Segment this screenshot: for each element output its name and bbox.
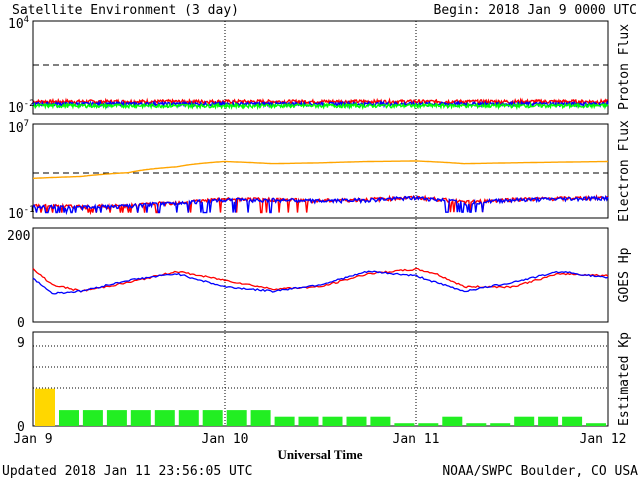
kp-ytick-bottom: 0 — [17, 420, 25, 435]
kp-bar — [490, 423, 511, 426]
hp-panel-frame — [32, 227, 609, 323]
hp-ytick-top: 200 — [7, 229, 30, 244]
electron-red-line — [32, 194, 609, 216]
kp-bar — [274, 416, 295, 426]
electron-blue-line — [32, 194, 609, 216]
begin-time: Begin: 2018 Jan 9 0000 UTC — [434, 3, 638, 18]
kp-bar — [250, 410, 271, 426]
proton-green-line — [33, 101, 609, 111]
kp-bar — [226, 410, 247, 426]
proton-series — [32, 97, 609, 111]
kp-bar — [322, 416, 343, 426]
xtick-jan9: Jan 9 — [13, 432, 52, 447]
xtick-jan10: Jan 10 — [202, 432, 249, 447]
kp-bars — [35, 388, 606, 426]
kp-bar — [346, 416, 367, 426]
kp-bar — [442, 416, 463, 426]
kp-bar — [418, 423, 439, 426]
kp-bar — [562, 416, 583, 426]
electron-ylabel: Electron Flux — [617, 120, 632, 222]
day-gridlines — [224, 21, 417, 426]
hp-red-line — [32, 267, 609, 293]
kp-bar — [178, 410, 199, 426]
kp-bar — [82, 410, 103, 426]
chart-title: Satellite Environment (3 day) — [12, 3, 239, 18]
hp-series — [32, 267, 609, 295]
kp-bar — [538, 416, 559, 426]
electron-ytick-top: 107 — [8, 119, 29, 136]
kp-bar — [202, 410, 223, 426]
kp-bar — [154, 410, 175, 426]
kp-bar — [130, 410, 151, 426]
proton-panel-frame — [32, 20, 609, 115]
kp-ylabel: Estimated Kp — [617, 332, 632, 426]
hp-ylabel: GOES Hp — [617, 247, 632, 302]
kp-bar — [35, 388, 55, 426]
kp-bar — [514, 416, 535, 426]
kp-bar — [586, 423, 606, 426]
kp-bar — [394, 423, 415, 426]
kp-bar — [298, 416, 319, 426]
credit-text: NOAA/SWPC Boulder, CO USA — [442, 464, 638, 479]
electron-ytick-bottom: 10-1 — [8, 205, 35, 222]
proton-ytick-top: 104 — [8, 15, 29, 32]
xtick-jan12: Jan 12 — [580, 432, 627, 447]
kp-panel-frame — [32, 331, 609, 427]
kp-ytick-top: 9 — [17, 336, 25, 351]
electron-series — [32, 160, 609, 216]
kp-bar — [466, 423, 487, 426]
electron-panel-frame — [32, 123, 609, 219]
hp-blue-line — [32, 270, 609, 295]
kp-gridlines — [33, 345, 608, 389]
kp-bar — [106, 410, 127, 426]
xtick-jan11: Jan 11 — [393, 432, 440, 447]
updated-timestamp: Updated 2018 Jan 11 23:56:05 UTC — [2, 464, 252, 479]
proton-ylabel: Proton Flux — [617, 24, 632, 110]
electron-orange-line — [33, 160, 608, 180]
kp-bar — [59, 410, 79, 426]
hp-ytick-bottom: 0 — [17, 316, 25, 331]
proton-ytick-bottom: 10-2 — [8, 99, 35, 116]
x-axis-label: Universal Time — [277, 447, 362, 462]
kp-bar — [370, 416, 391, 426]
